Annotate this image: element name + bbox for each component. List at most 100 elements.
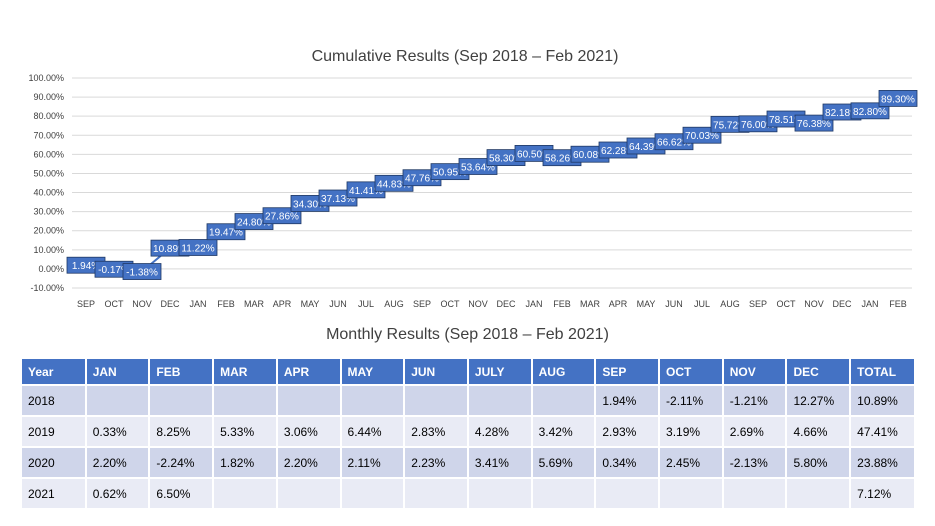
y-tick-label: 10.00% xyxy=(33,245,64,255)
data-label-text: 10.89% xyxy=(153,244,187,255)
table-header-total: TOTAL xyxy=(850,359,914,385)
table-cell-value: 0.34% xyxy=(595,446,661,478)
y-tick-label: 60.00% xyxy=(33,149,64,159)
x-tick-label: AUG xyxy=(720,299,740,309)
x-tick-label: DEC xyxy=(496,299,516,309)
table-cell-year: 2021 xyxy=(22,477,87,508)
data-label-text: 60.50% xyxy=(517,149,551,160)
table-cell-value xyxy=(786,477,852,508)
table-cell-value xyxy=(404,477,469,508)
table-cell-value: 10.89% xyxy=(850,384,914,416)
table-cell-year: 2018 xyxy=(22,384,87,416)
x-tick-label: APR xyxy=(609,299,628,309)
table-row: 2021 0.62% 6.50% 7.12% xyxy=(22,477,914,508)
x-tick-label: OCT xyxy=(441,299,461,309)
table-cell-value: 12.27% xyxy=(786,384,852,416)
table-header-july: JULY xyxy=(467,359,533,385)
table-cell-year: 2020 xyxy=(22,446,87,478)
x-tick-label: JAN xyxy=(525,299,542,309)
x-tick-label: DEC xyxy=(832,299,852,309)
data-label-text: -0.17% xyxy=(98,265,130,276)
table-cell-value xyxy=(213,384,278,416)
table-cell-value: 3.42% xyxy=(531,415,597,447)
data-label: 11.22% xyxy=(178,239,218,256)
table-cell-value: 5.80% xyxy=(786,446,852,478)
x-tick-label: SEP xyxy=(77,299,95,309)
table-cell-value: 0.33% xyxy=(85,415,151,447)
table-row: 2020 2.20% -2.24% 1.82% 2.20% 2.11% 2.23% 3.41%… xyxy=(22,446,914,478)
y-tick-label: 100.00% xyxy=(28,73,64,83)
chart-gridlines xyxy=(72,77,912,289)
x-tick-label: MAR xyxy=(580,299,601,309)
table-cell-value: 2.45% xyxy=(659,446,724,478)
table-header-dec: DEC xyxy=(786,359,852,385)
data-label-text: 50.95% xyxy=(433,168,467,179)
table-header-oct: OCT xyxy=(659,359,724,385)
table-cell-value: 1.94% xyxy=(595,384,661,416)
table-cell-value xyxy=(531,477,597,508)
data-label-text: 75.72% xyxy=(713,120,747,131)
table-cell-value: 1.82% xyxy=(213,446,278,478)
table-cell-value xyxy=(595,477,661,508)
table-header-nov: NOV xyxy=(722,359,788,385)
x-tick-label: NOV xyxy=(804,299,824,309)
table-cell-value: 3.19% xyxy=(659,415,724,447)
data-label-text: 78.51% xyxy=(769,115,803,126)
data-label-text: 41.41% xyxy=(349,186,383,197)
data-label-text: 62.28% xyxy=(601,146,635,157)
table-cell-value: 0.62% xyxy=(85,477,151,508)
monthly-results-table: Year JAN FEB MAR APR MAY JUN JULY AUG SEP OCT NOV DE… xyxy=(22,359,914,508)
table-cell-value: 7.12% xyxy=(850,477,914,508)
table-cell-value xyxy=(531,384,597,416)
table-header-sep: SEP xyxy=(595,359,661,385)
data-label-text: 82.80% xyxy=(853,107,887,118)
table-cell-value: 6.44% xyxy=(340,415,406,447)
table-header-jan: JAN xyxy=(85,359,151,385)
y-tick-label: 20.00% xyxy=(33,226,64,236)
table-cell-value: 3.41% xyxy=(467,446,533,478)
data-label-text: 24.80% xyxy=(237,218,271,229)
table-header-year: Year xyxy=(22,359,87,385)
cumulative-results-chart: Cumulative Results (Sep 2018 – Feb 2021)… xyxy=(28,48,918,309)
table-cell-value: 3.06% xyxy=(276,415,342,447)
x-tick-label: DEC xyxy=(160,299,180,309)
table-cell-value: 2.20% xyxy=(276,446,342,478)
x-tick-label: SEP xyxy=(749,299,767,309)
data-label-text: 44.83% xyxy=(377,179,411,190)
data-label: 82.80% xyxy=(850,102,890,120)
table-cell-value: -2.11% xyxy=(659,384,724,416)
data-label-text: -1.38% xyxy=(126,268,158,279)
table-cell-value: 5.69% xyxy=(531,446,597,478)
table-cell-value: 4.28% xyxy=(467,415,533,447)
x-tick-label: SEP xyxy=(413,299,431,309)
data-label-text: 34.30% xyxy=(293,199,327,210)
table-cell-value: 2.83% xyxy=(404,415,469,447)
table-cell-value xyxy=(722,477,788,508)
x-tick-label: FEB xyxy=(217,299,235,309)
data-label-text: 76.38% xyxy=(797,119,831,130)
data-label-box xyxy=(122,263,162,280)
table-cell-value xyxy=(340,384,406,416)
table-cell-value xyxy=(276,477,342,508)
data-label-text: 27.86% xyxy=(265,212,299,223)
x-tick-label: JUL xyxy=(358,299,374,309)
data-label-text: 60.08% xyxy=(573,150,607,161)
table-cell-value: 2.69% xyxy=(722,415,788,447)
table-row: 2018 1.94% -2.11% -1.21% 12.27% 10.89% xyxy=(22,384,914,416)
table-cell-value xyxy=(467,477,533,508)
data-label-text: 58.26% xyxy=(545,154,579,165)
table-header-jun: JUN xyxy=(404,359,469,385)
table-cell-value: 4.66% xyxy=(786,415,852,447)
table-row: 2019 0.33% 8.25% 5.33% 3.06% 6.44% 2.83% 4.28% 3… xyxy=(22,415,914,447)
x-tick-label: MAY xyxy=(637,299,656,309)
table-cell-value: 23.88% xyxy=(850,446,914,478)
data-label: -1.38% xyxy=(122,263,162,280)
table-cell-value: 8.25% xyxy=(149,415,215,447)
data-label: 89.30% xyxy=(878,90,918,107)
table-cell-value xyxy=(340,477,406,508)
table-cell-year: 2019 xyxy=(22,415,87,447)
data-label-text: 37.13% xyxy=(321,194,355,205)
table-cell-value xyxy=(467,384,533,416)
table-cell-value: 2.23% xyxy=(404,446,469,478)
table-header-may: MAY xyxy=(340,359,406,385)
